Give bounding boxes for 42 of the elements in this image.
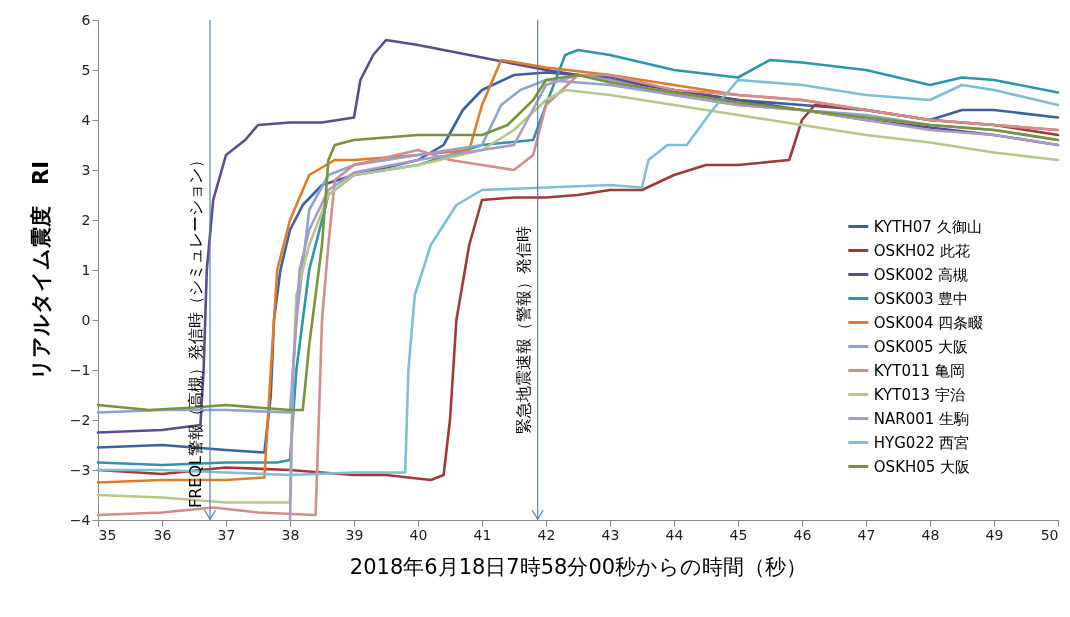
legend-label: OSK005 大阪 [873,337,969,356]
legend-label: KYT011 亀岡 [873,361,965,380]
x-tick-label: 46 [793,526,812,543]
y-tick-label: −2 [69,411,91,428]
x-tick-label: 47 [857,526,876,543]
x-tick-label: 49 [985,526,1004,543]
x-tick-label: 50 [1040,526,1059,543]
y-tick-label: −4 [69,511,91,528]
y-tick-label: 5 [81,61,91,78]
ref-line-label: 緊急地震速報（警報）発信時 [513,226,533,434]
legend-label: OSKH02 此花 [873,241,971,260]
y-tick-label: 6 [81,11,91,28]
legend-label: OSK003 豊中 [873,289,969,308]
legend-label: HYG022 西宮 [873,433,970,452]
x-tick-label: 48 [921,526,940,543]
x-tick-label: 45 [729,526,748,543]
y-tick-label: 0 [81,311,91,328]
x-axis-title: 2018年6月18日7時58分00秒からの時間（秒） [349,554,808,579]
x-tick-label: 38 [281,526,300,543]
y-tick-label: 2 [81,211,91,228]
legend-label: OSK004 四条畷 [873,313,984,332]
legend-label: NAR001 生駒 [873,409,970,428]
y-axis-title: リアルタイム震度 RI [28,161,53,380]
x-tick-label: 44 [665,526,684,543]
y-tick-label: 1 [81,261,91,278]
legend-label: OSK002 高槻 [873,265,969,284]
ref-line-label: FREQL警報（高槻）発信時（シミュレーション） [186,152,205,508]
x-tick-label: 35 [98,526,117,543]
x-tick-label: 42 [537,526,556,543]
y-tick-label: −3 [69,461,91,478]
y-tick-label: −1 [69,361,91,378]
legend-label: KYT013 宇治 [873,385,965,404]
y-tick-label: 3 [81,161,91,178]
x-tick-label: 36 [153,526,172,543]
x-tick-label: 39 [345,526,364,543]
legend-label: OSKH05 大阪 [873,457,971,476]
x-tick-label: 40 [409,526,428,543]
x-tick-label: 43 [601,526,620,543]
x-tick-label: 37 [217,526,236,543]
x-tick-label: 41 [473,526,492,543]
y-tick-label: 4 [81,111,91,128]
legend-label: KYTH07 久御山 [873,217,982,236]
